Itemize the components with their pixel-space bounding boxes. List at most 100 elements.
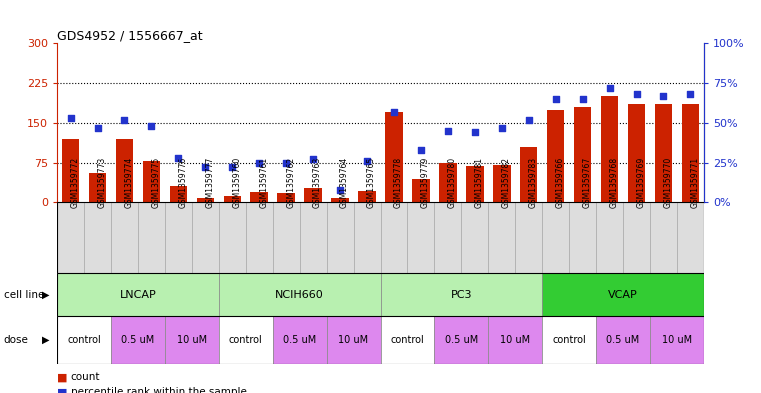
Point [65, 115, 77, 121]
Text: GSM1359775: GSM1359775 [151, 157, 161, 208]
Bar [138, 202, 165, 273]
Point [145, 123, 158, 129]
Bar [304, 187, 322, 202]
Text: GSM1359774: GSM1359774 [125, 157, 133, 208]
Point [334, 187, 346, 193]
Bar [650, 202, 677, 273]
Point [658, 93, 670, 99]
Bar [326, 316, 380, 364]
Point [226, 164, 238, 171]
Bar [515, 202, 543, 273]
Bar [89, 173, 107, 202]
Text: 0.5 uM: 0.5 uM [283, 335, 317, 345]
Bar [489, 202, 515, 273]
Bar [461, 202, 489, 273]
Text: control: control [229, 335, 263, 345]
Text: GSM1359762: GSM1359762 [286, 157, 295, 208]
Bar [543, 273, 704, 316]
Bar [116, 139, 133, 202]
Text: VCAP: VCAP [608, 290, 638, 300]
Bar [219, 316, 272, 364]
Bar [57, 316, 111, 364]
Text: GSM1359777: GSM1359777 [205, 157, 215, 208]
Text: GSM1359764: GSM1359764 [340, 157, 349, 208]
Text: GSM1359780: GSM1359780 [448, 157, 457, 208]
Text: LNCAP: LNCAP [119, 290, 156, 300]
Text: control: control [552, 335, 586, 345]
Text: ■: ■ [57, 387, 68, 393]
Text: ▶: ▶ [42, 335, 49, 345]
Bar [628, 104, 645, 202]
Bar [300, 202, 326, 273]
Bar [192, 202, 219, 273]
Bar [165, 202, 192, 273]
Text: GSM1359770: GSM1359770 [664, 157, 673, 208]
Text: ■: ■ [57, 372, 68, 382]
Point [172, 155, 184, 161]
Bar [331, 198, 349, 202]
Bar [142, 161, 160, 202]
Text: 0.5 uM: 0.5 uM [121, 335, 154, 345]
Text: control: control [67, 335, 101, 345]
Bar [380, 202, 407, 273]
Bar [569, 202, 596, 273]
Text: GSM1359769: GSM1359769 [636, 157, 645, 208]
Text: PC3: PC3 [451, 290, 472, 300]
Bar [439, 163, 457, 202]
Bar [596, 316, 650, 364]
Bar [358, 191, 376, 202]
Bar [543, 202, 569, 273]
Bar [412, 178, 430, 202]
Point [307, 156, 319, 163]
Bar [170, 186, 187, 202]
Bar [543, 316, 596, 364]
Bar [466, 166, 483, 202]
Text: 10 uM: 10 uM [662, 335, 692, 345]
Text: 0.5 uM: 0.5 uM [607, 335, 640, 345]
Text: GSM1359778: GSM1359778 [394, 157, 403, 208]
Point [91, 125, 103, 131]
Point [684, 91, 696, 97]
Text: GSM1359761: GSM1359761 [260, 157, 268, 208]
Bar [326, 202, 354, 273]
Text: cell line: cell line [4, 290, 44, 300]
Text: ▶: ▶ [42, 290, 49, 300]
Bar [601, 96, 619, 202]
Bar [57, 273, 219, 316]
Text: GSM1359760: GSM1359760 [232, 157, 241, 208]
Point [549, 96, 562, 102]
Bar [654, 104, 672, 202]
Text: 10 uM: 10 uM [500, 335, 530, 345]
Bar [57, 202, 84, 273]
Text: GSM1359763: GSM1359763 [313, 157, 322, 208]
Bar [111, 202, 138, 273]
Bar [84, 202, 111, 273]
Text: GSM1359776: GSM1359776 [178, 157, 187, 208]
Text: GSM1359783: GSM1359783 [529, 157, 538, 208]
Text: GSM1359771: GSM1359771 [690, 157, 699, 208]
Bar [250, 192, 268, 202]
Bar [246, 202, 272, 273]
Point [630, 91, 642, 97]
Point [415, 147, 427, 153]
Point [469, 129, 481, 136]
Text: GSM1359772: GSM1359772 [71, 157, 80, 208]
Bar [165, 316, 219, 364]
Bar [435, 316, 489, 364]
Text: GSM1359779: GSM1359779 [421, 157, 430, 208]
Bar [574, 107, 591, 202]
Bar [520, 147, 537, 202]
Point [119, 116, 131, 123]
Bar [547, 110, 565, 202]
Bar [111, 316, 165, 364]
Text: 0.5 uM: 0.5 uM [444, 335, 478, 345]
Bar [62, 139, 79, 202]
Text: GSM1359773: GSM1359773 [97, 157, 107, 208]
Point [442, 128, 454, 134]
Bar [278, 193, 295, 202]
Text: GSM1359768: GSM1359768 [610, 157, 619, 208]
Bar [489, 316, 542, 364]
Bar [493, 165, 511, 202]
Text: GSM1359767: GSM1359767 [583, 157, 591, 208]
Point [361, 158, 373, 164]
